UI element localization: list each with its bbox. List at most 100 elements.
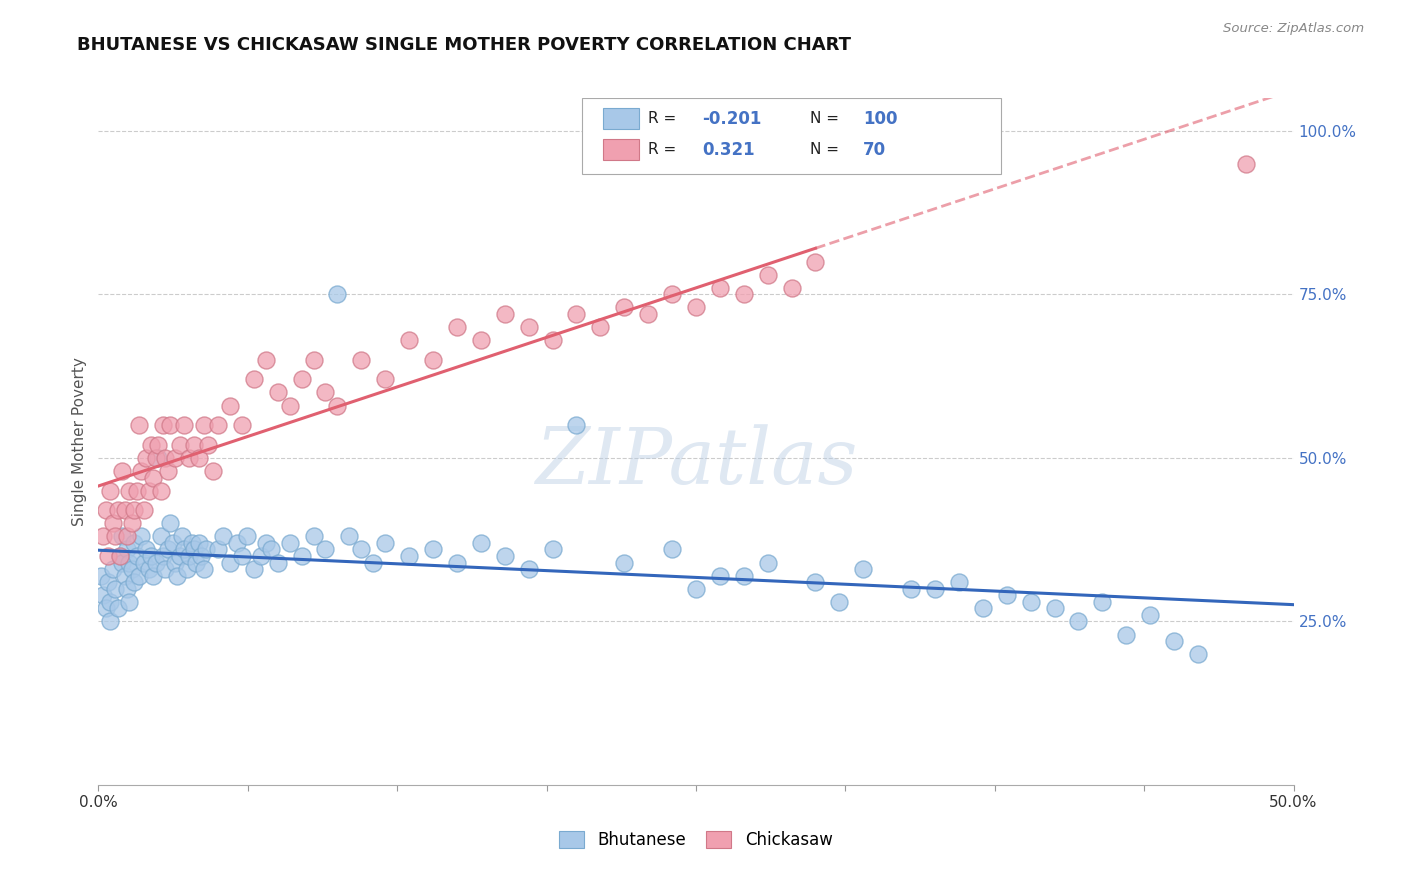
Point [565,418,588,433]
Point [124,503,146,517]
Point [104,529,127,543]
Point [98,595,122,609]
Point [121,516,143,531]
Point [374,372,396,386]
Point [470,536,492,550]
Point [156,542,179,557]
Point [267,385,290,400]
Point [565,307,588,321]
Point [111,464,134,478]
Point [446,556,468,570]
Point [924,582,946,596]
Point [186,556,208,570]
Point [169,438,191,452]
Point [162,536,184,550]
Point [114,568,136,582]
Point [756,268,779,282]
Point [207,418,229,433]
Point [183,438,205,452]
Point [219,399,242,413]
Text: N =: N = [810,112,844,127]
Point [243,372,266,386]
Point [107,503,129,517]
Point [709,281,731,295]
Point [108,549,131,563]
Point [637,307,659,321]
Point [339,529,361,543]
Point [128,568,150,582]
Point [187,536,209,550]
Point [124,536,146,550]
Point [148,438,170,452]
FancyBboxPatch shape [603,139,638,160]
Point [97,575,120,590]
Point [243,562,266,576]
Point [152,549,174,563]
Point [804,575,827,590]
Point [132,503,155,517]
Point [172,529,194,543]
Point [179,549,201,563]
Point [661,287,683,301]
Point [1163,634,1185,648]
Point [613,301,636,315]
Point [138,562,160,576]
Point [254,536,277,550]
Point [94,601,117,615]
Point [108,549,131,563]
Point [326,399,349,413]
Point [398,549,420,563]
Point [118,595,141,609]
Point [235,529,257,543]
Text: R =: R = [648,142,682,157]
Point [541,542,564,557]
Point [422,352,444,367]
Point [661,542,683,557]
Point [98,615,122,629]
Point [972,601,994,615]
Point [91,588,114,602]
Point [111,529,134,543]
Point [173,418,195,433]
Point [101,516,124,531]
Point [135,450,157,465]
Text: Source: ZipAtlas.com: Source: ZipAtlas.com [1223,22,1364,36]
Point [91,529,114,543]
Point [267,556,290,570]
Point [278,399,301,413]
Point [118,483,141,498]
Point [121,562,143,576]
Point [155,450,177,465]
Point [756,556,779,570]
Text: 70: 70 [863,141,886,159]
Point [398,333,420,347]
Point [315,385,337,400]
Point [163,556,186,570]
Text: N =: N = [810,142,844,157]
Point [98,483,122,498]
Point [995,588,1018,602]
Point [780,281,803,295]
Text: R =: R = [648,112,682,127]
Point [948,575,970,590]
Point [155,562,177,576]
Point [142,470,165,484]
Point [159,418,181,433]
Point [374,536,396,550]
Point [302,352,325,367]
Point [149,483,172,498]
Point [128,418,150,433]
Point [131,464,153,478]
Point [828,595,851,609]
Point [494,307,516,321]
Point [180,536,202,550]
FancyBboxPatch shape [582,98,1001,174]
Point [101,562,124,576]
Point [363,556,385,570]
Point [852,562,875,576]
Point [107,601,129,615]
Point [166,568,188,582]
Point [1115,627,1137,641]
Point [163,450,186,465]
Point [90,568,112,582]
